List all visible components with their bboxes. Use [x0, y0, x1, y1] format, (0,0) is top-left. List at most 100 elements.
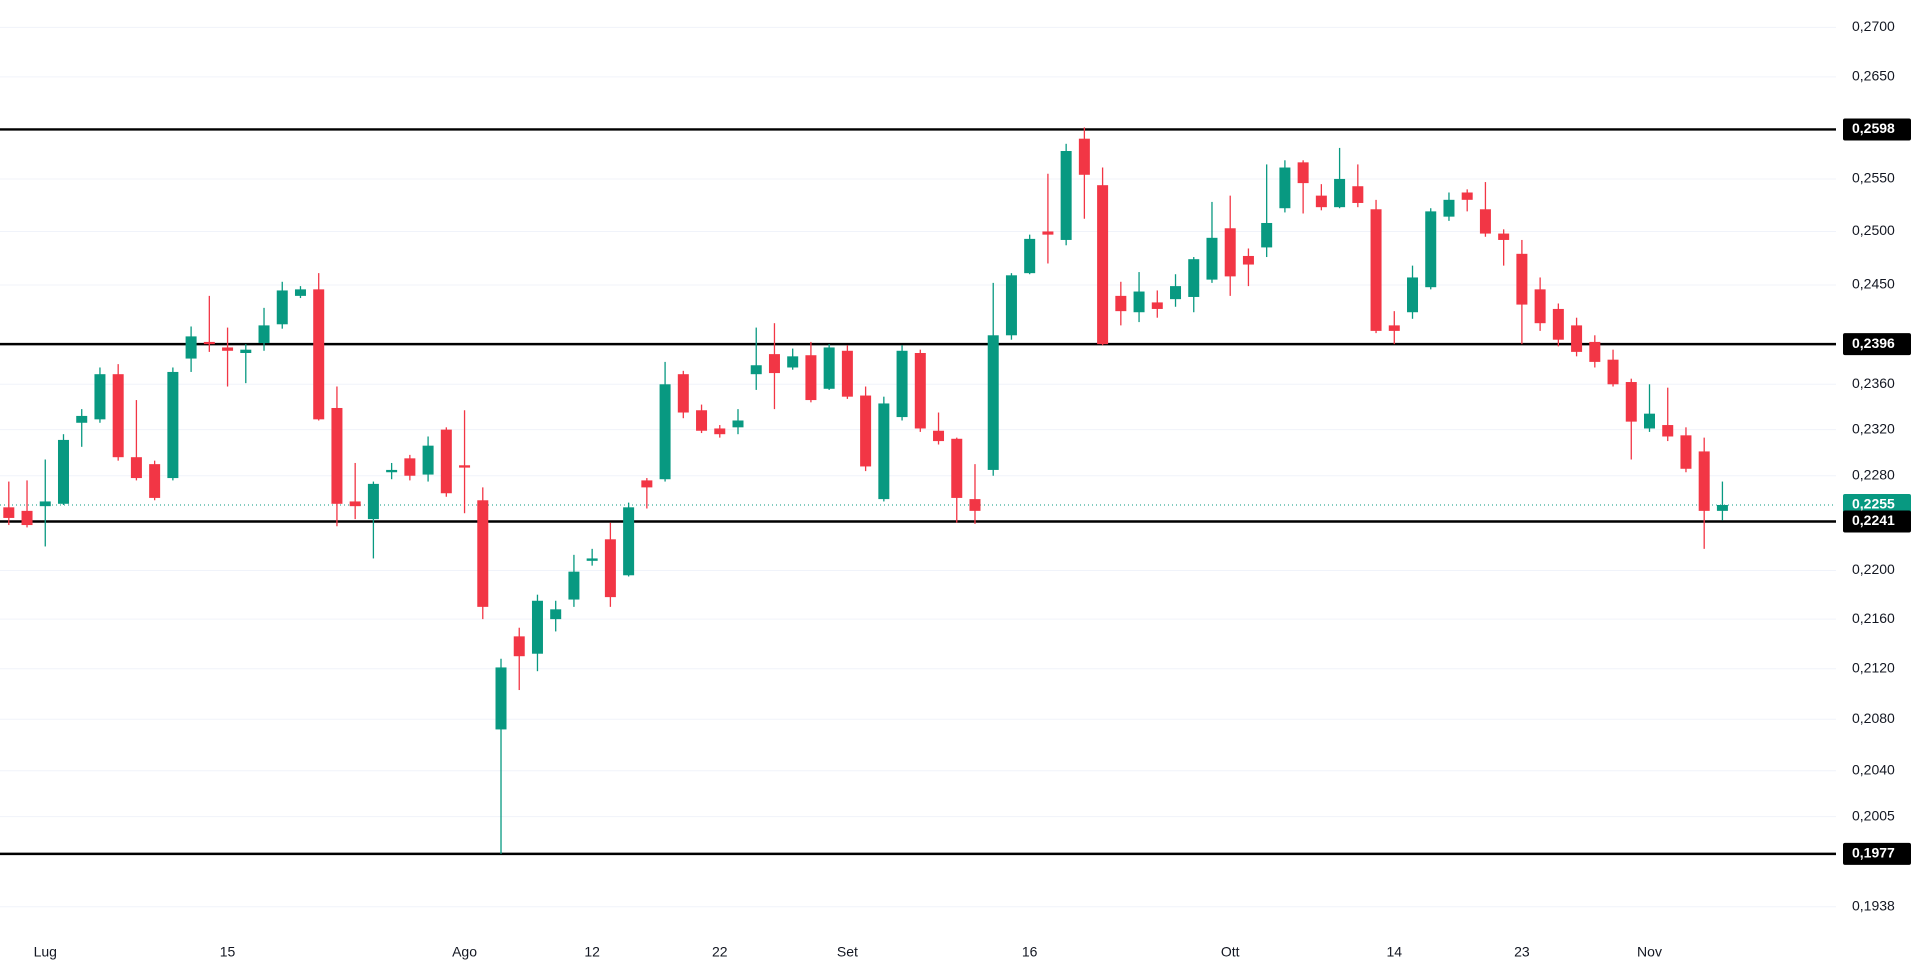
candle-body — [1060, 151, 1072, 240]
candle-body — [313, 289, 325, 420]
candle-body — [130, 457, 142, 479]
candle-body — [1078, 138, 1090, 175]
candle-body — [987, 335, 999, 470]
candle-body — [404, 458, 416, 476]
candle-body — [94, 374, 106, 420]
candle-body — [240, 349, 252, 354]
candle-body — [222, 347, 234, 351]
candle-body — [1571, 325, 1583, 352]
candle-body — [1005, 275, 1017, 336]
y-tick-label: 0,2650 — [1852, 68, 1895, 84]
y-tick-label: 0,2040 — [1852, 761, 1895, 777]
x-tick-label: 12 — [584, 944, 600, 960]
candle-body — [367, 483, 379, 520]
candle-body — [878, 403, 890, 500]
candle-body — [1698, 451, 1710, 511]
candle-body — [1644, 413, 1655, 429]
candle-body — [1388, 325, 1400, 331]
candle-body — [568, 571, 580, 600]
candle-body — [112, 374, 124, 458]
y-tick-label: 0,2200 — [1852, 561, 1895, 577]
candle-body — [714, 428, 726, 435]
candle-body — [1352, 186, 1364, 203]
price-label: 0,1977 — [1852, 845, 1895, 861]
candle-body — [1680, 435, 1692, 469]
x-tick-label: 14 — [1386, 944, 1402, 960]
candle-body — [185, 336, 197, 359]
candle-body — [459, 465, 471, 468]
candle-body — [732, 420, 744, 428]
candle-body — [349, 501, 361, 507]
y-tick-label: 0,2005 — [1852, 807, 1895, 823]
y-tick-label: 0,2080 — [1852, 710, 1895, 726]
candle-body — [440, 429, 452, 494]
y-tick-label: 0,2360 — [1852, 375, 1895, 391]
x-tick-label: 22 — [712, 944, 728, 960]
candle-body — [586, 558, 598, 561]
candle-body — [951, 438, 963, 498]
candle-body — [805, 355, 817, 401]
candle-body — [39, 501, 51, 507]
y-tick-label: 0,2320 — [1852, 420, 1895, 436]
candle-body — [57, 439, 69, 504]
candle-body — [386, 469, 398, 473]
grid — [0, 26, 1836, 908]
candle-body — [1516, 253, 1528, 305]
y-tick-label: 0,1938 — [1852, 897, 1895, 913]
price-label-box — [1843, 118, 1911, 141]
price-label-box — [1843, 493, 1911, 516]
candle-body — [860, 395, 872, 467]
y-tick-label: 0,2280 — [1852, 466, 1895, 482]
price-label: 0,2598 — [1852, 120, 1895, 136]
x-tick-label: Ott — [1221, 944, 1240, 960]
candle-body — [1242, 255, 1254, 265]
candle-body — [513, 636, 525, 657]
candle-body — [623, 507, 635, 576]
candle-body — [1224, 228, 1236, 277]
candle-body — [531, 600, 543, 654]
candle-body — [677, 374, 689, 413]
candle-body — [477, 500, 489, 607]
candle-body — [550, 609, 562, 620]
candle-body — [1024, 238, 1036, 274]
price-label-box — [1843, 510, 1911, 533]
candles — [3, 127, 1728, 854]
candle-body — [1115, 295, 1127, 312]
candle-body — [1097, 185, 1109, 345]
price-label: 0,2241 — [1852, 512, 1895, 528]
candle-body — [914, 353, 926, 429]
candle-body — [1534, 289, 1546, 324]
candle-body — [823, 347, 835, 389]
levels — [0, 128, 1836, 856]
candle-body — [841, 350, 853, 397]
y-tick-label: 0,2450 — [1852, 276, 1895, 292]
candle-body — [1315, 195, 1327, 208]
candle-body — [21, 510, 33, 526]
x-tick-label: Ago — [452, 944, 477, 960]
y-tick-label: 0,2120 — [1852, 659, 1895, 675]
candle-body — [1334, 178, 1346, 208]
candle-body — [896, 350, 908, 418]
candle-body — [641, 480, 653, 488]
price-label: 0,2255 — [1852, 496, 1895, 512]
candle-body — [969, 499, 981, 511]
candle-body — [1479, 209, 1491, 234]
axes: 0,2700 0,2650 0,2550 0,2500 0,2450 0,2360 0,23… — [34, 18, 1911, 960]
y-tick-label: 0,2700 — [1852, 18, 1895, 34]
candle-body — [1206, 237, 1218, 280]
candle-body — [696, 410, 708, 431]
candle-body — [787, 356, 799, 368]
candle-body — [768, 354, 780, 374]
candle-body — [1042, 231, 1054, 235]
y-tick-label: 0,2500 — [1852, 222, 1895, 238]
y-tick-label: 0,2550 — [1852, 170, 1895, 186]
candle-body — [1425, 211, 1437, 288]
candle-body — [1370, 209, 1382, 331]
price-label-box — [1843, 333, 1911, 356]
x-tick-label: Lug — [34, 944, 57, 960]
x-tick-label: 16 — [1022, 944, 1038, 960]
candle-body — [1716, 504, 1728, 511]
candle-body — [1261, 222, 1273, 248]
